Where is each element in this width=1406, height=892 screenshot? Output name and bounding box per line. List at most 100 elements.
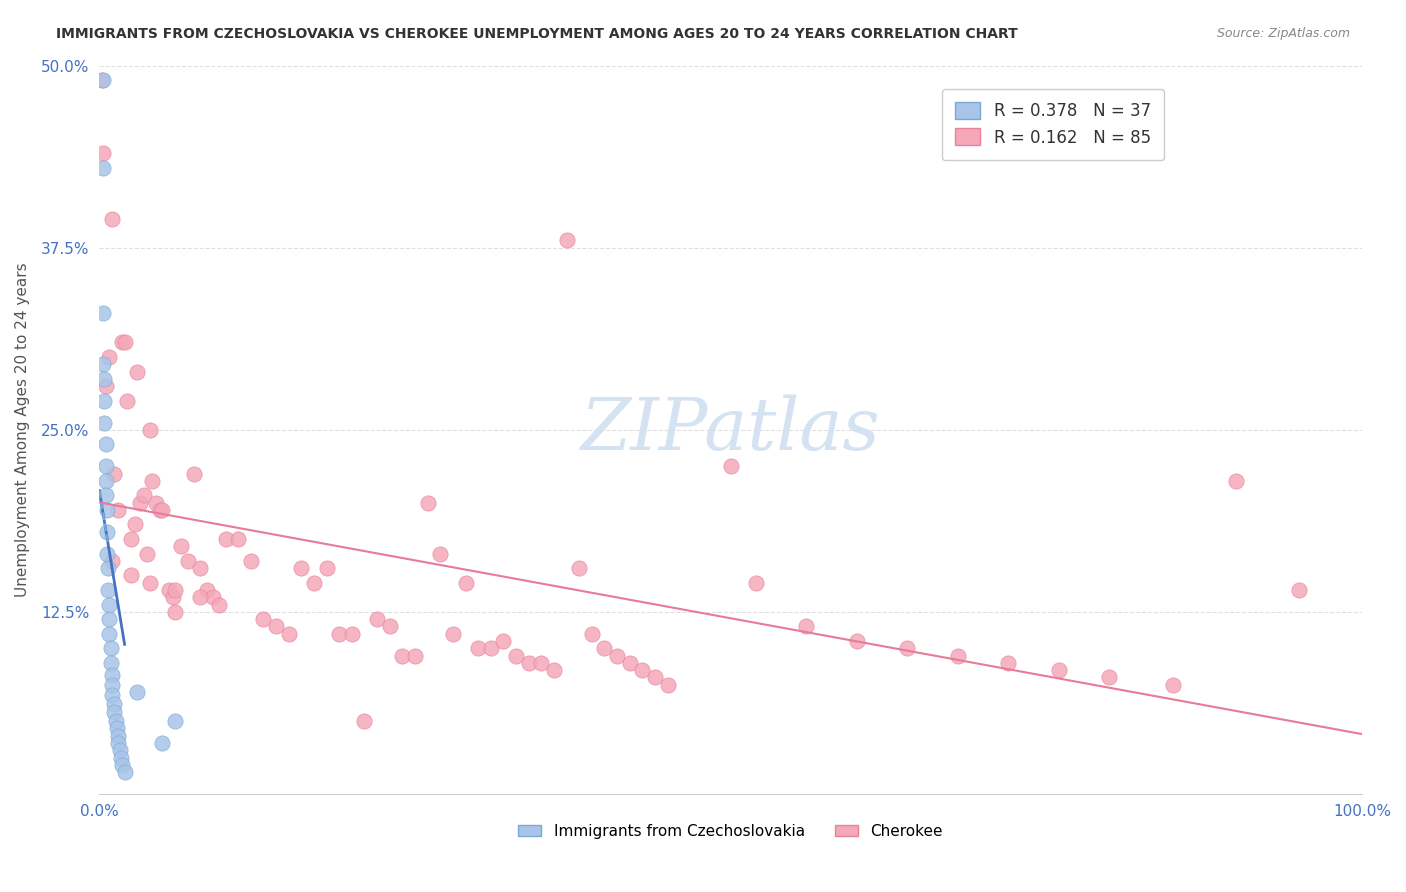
Point bbox=[157, 582, 180, 597]
Point bbox=[631, 663, 654, 677]
Point bbox=[98, 612, 121, 626]
Point bbox=[149, 503, 172, 517]
Point bbox=[101, 667, 124, 681]
Point bbox=[165, 605, 187, 619]
Point bbox=[115, 393, 138, 408]
Point bbox=[226, 532, 249, 546]
Point bbox=[505, 648, 527, 663]
Point bbox=[1098, 670, 1121, 684]
Point bbox=[543, 663, 565, 677]
Point bbox=[378, 619, 401, 633]
Point bbox=[111, 757, 134, 772]
Point bbox=[315, 561, 337, 575]
Point bbox=[896, 641, 918, 656]
Point bbox=[201, 591, 224, 605]
Point bbox=[103, 706, 125, 720]
Point bbox=[177, 554, 200, 568]
Point bbox=[946, 648, 969, 663]
Point bbox=[103, 697, 125, 711]
Point bbox=[745, 575, 768, 590]
Point bbox=[94, 379, 117, 393]
Point bbox=[581, 626, 603, 640]
Point bbox=[132, 488, 155, 502]
Point bbox=[104, 714, 127, 728]
Point bbox=[91, 357, 114, 371]
Point bbox=[188, 591, 211, 605]
Point bbox=[107, 729, 129, 743]
Point bbox=[441, 626, 464, 640]
Point bbox=[105, 722, 128, 736]
Point bbox=[124, 517, 146, 532]
Point bbox=[141, 474, 163, 488]
Point bbox=[517, 656, 540, 670]
Point bbox=[188, 561, 211, 575]
Point bbox=[530, 656, 553, 670]
Point bbox=[96, 503, 118, 517]
Point bbox=[796, 619, 818, 633]
Point bbox=[98, 598, 121, 612]
Point bbox=[429, 547, 451, 561]
Point bbox=[1288, 582, 1310, 597]
Point bbox=[97, 561, 120, 575]
Point bbox=[593, 641, 616, 656]
Point bbox=[183, 467, 205, 481]
Point bbox=[1161, 678, 1184, 692]
Point bbox=[108, 743, 131, 757]
Point bbox=[98, 350, 121, 364]
Point bbox=[353, 714, 375, 728]
Point bbox=[93, 372, 115, 386]
Point bbox=[264, 619, 287, 633]
Point bbox=[479, 641, 502, 656]
Point bbox=[100, 641, 122, 656]
Point bbox=[340, 626, 363, 640]
Point bbox=[165, 582, 187, 597]
Point bbox=[107, 736, 129, 750]
Point bbox=[101, 211, 124, 226]
Point bbox=[555, 234, 578, 248]
Point bbox=[100, 656, 122, 670]
Point bbox=[120, 568, 142, 582]
Point bbox=[107, 503, 129, 517]
Point bbox=[96, 547, 118, 561]
Point bbox=[366, 612, 388, 626]
Point bbox=[128, 496, 150, 510]
Point bbox=[91, 73, 114, 87]
Point bbox=[152, 503, 174, 517]
Point bbox=[195, 582, 218, 597]
Point bbox=[139, 423, 162, 437]
Point bbox=[120, 532, 142, 546]
Point bbox=[91, 161, 114, 175]
Point bbox=[290, 561, 312, 575]
Point bbox=[657, 678, 679, 692]
Point bbox=[404, 648, 426, 663]
Point bbox=[101, 554, 124, 568]
Point bbox=[103, 467, 125, 481]
Point bbox=[94, 437, 117, 451]
Point bbox=[568, 561, 591, 575]
Point bbox=[454, 575, 477, 590]
Point bbox=[97, 582, 120, 597]
Point bbox=[845, 634, 868, 648]
Point bbox=[239, 554, 262, 568]
Point bbox=[152, 736, 174, 750]
Point bbox=[170, 540, 193, 554]
Point bbox=[90, 73, 112, 87]
Point bbox=[214, 532, 236, 546]
Point bbox=[328, 626, 350, 640]
Point bbox=[101, 678, 124, 692]
Point bbox=[94, 474, 117, 488]
Point bbox=[1047, 663, 1070, 677]
Legend: Immigrants from Czechoslovakia, Cherokee: Immigrants from Czechoslovakia, Cherokee bbox=[512, 817, 949, 845]
Point bbox=[91, 306, 114, 320]
Point bbox=[101, 688, 124, 702]
Point bbox=[110, 750, 132, 764]
Point bbox=[302, 575, 325, 590]
Point bbox=[644, 670, 666, 684]
Point bbox=[720, 459, 742, 474]
Point bbox=[165, 714, 187, 728]
Point bbox=[997, 656, 1019, 670]
Point bbox=[606, 648, 628, 663]
Point bbox=[127, 365, 149, 379]
Point bbox=[136, 547, 159, 561]
Point bbox=[208, 598, 231, 612]
